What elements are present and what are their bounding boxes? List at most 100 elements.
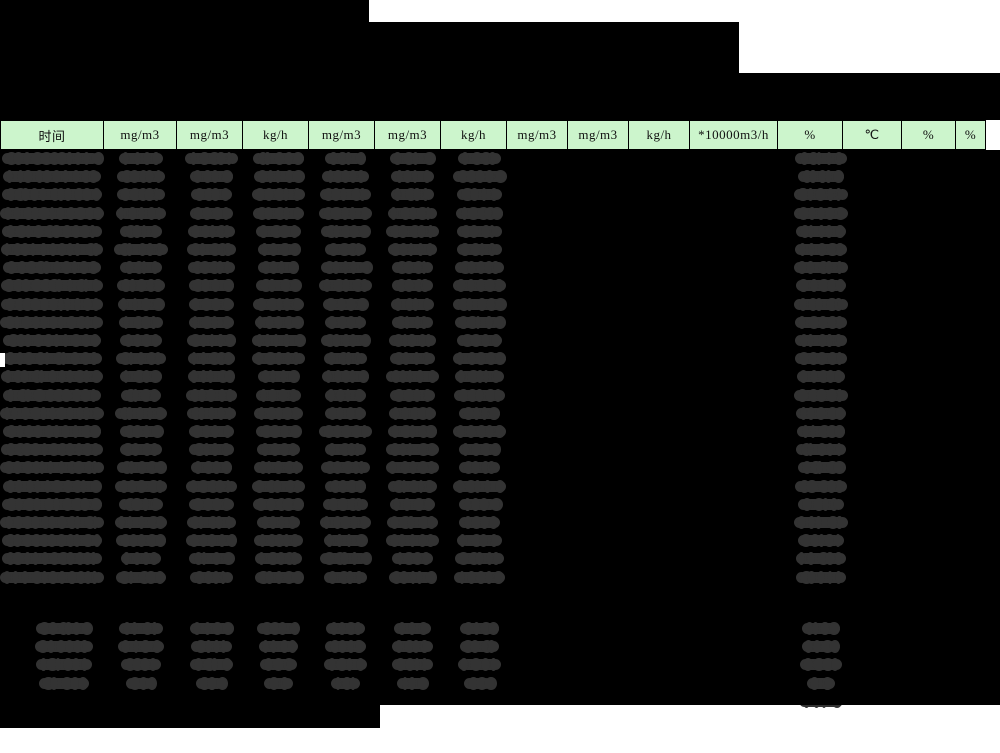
header-cell-6[interactable]: kg/h [440, 120, 507, 150]
header-cell-14[interactable]: % [955, 120, 986, 150]
redacted-value [115, 516, 167, 529]
redacted-value [456, 534, 502, 548]
table-row[interactable] [0, 423, 1000, 442]
table-row[interactable] [0, 387, 1000, 406]
table-row[interactable] [0, 150, 1000, 169]
summary-row[interactable] [0, 656, 1000, 675]
redacted-value [456, 224, 503, 238]
redacted-value [188, 425, 235, 438]
redacted-value [330, 676, 360, 690]
redacted-value [256, 425, 303, 438]
redacted-value [322, 297, 369, 311]
redacted-value [385, 461, 440, 475]
table-row[interactable] [0, 532, 1000, 551]
table-row[interactable] [0, 496, 1000, 515]
redacted-value [190, 188, 233, 202]
redacted-value [0, 406, 104, 420]
redacted-value [319, 425, 372, 438]
table-row[interactable] [0, 405, 1000, 424]
redacted-value [187, 261, 235, 275]
redacted-value [189, 443, 235, 457]
header-cell-0[interactable]: 时间 [0, 120, 104, 150]
redacted-value [254, 315, 304, 329]
redacted-value [186, 334, 236, 347]
redacted-value [264, 676, 294, 690]
redacted-value [115, 534, 166, 548]
redacted-value [391, 279, 434, 293]
redacted-value [35, 622, 93, 635]
redacted-value [120, 334, 162, 347]
redacted-value [1, 497, 103, 511]
table-row[interactable] [0, 550, 1000, 569]
redacted-value [195, 676, 228, 690]
redacted-value [325, 243, 366, 256]
table-row[interactable] [0, 259, 1000, 278]
redacted-value [794, 516, 848, 529]
redacted-value [252, 497, 305, 511]
summary-row[interactable] [0, 638, 1000, 657]
redacted-value [1, 224, 103, 238]
table-row[interactable] [0, 332, 1000, 351]
header-cell-1[interactable]: mg/m3 [103, 120, 177, 150]
redacted-value [119, 622, 163, 635]
redacted-value [457, 658, 502, 672]
redacted-value [454, 552, 505, 566]
redacted-value [2, 425, 102, 438]
redacted-value [320, 224, 371, 238]
header-cell-4[interactable]: mg/m3 [308, 120, 375, 150]
summary-row[interactable] [0, 620, 1000, 639]
redaction-mask-bottom-left [0, 695, 208, 727]
table-row[interactable] [0, 223, 1000, 242]
redacted-value [794, 297, 848, 311]
redacted-value [118, 640, 164, 654]
table-row[interactable] [0, 514, 1000, 533]
redacted-value [457, 243, 503, 256]
redacted-value [119, 224, 163, 238]
header-cell-8[interactable]: mg/m3 [567, 120, 629, 150]
redacted-value [188, 497, 235, 511]
redacted-value [388, 406, 437, 420]
redacted-value [2, 388, 102, 402]
header-cell-5[interactable]: mg/m3 [374, 120, 441, 150]
redacted-value [324, 352, 367, 366]
table-row[interactable] [0, 296, 1000, 315]
redacted-value [0, 243, 104, 256]
header-cell-9[interactable]: kg/h [628, 120, 690, 150]
table-row[interactable] [0, 478, 1000, 497]
header-cell-11[interactable]: % [777, 120, 843, 150]
redacted-value [455, 315, 507, 329]
redacted-value [0, 516, 105, 529]
redacted-value [116, 570, 166, 584]
header-cell-13[interactable]: % [901, 120, 956, 150]
redacted-value [319, 188, 371, 202]
table-row[interactable] [0, 314, 1000, 333]
table-row[interactable] [0, 241, 1000, 260]
redacted-value [190, 170, 234, 184]
table-row[interactable] [0, 205, 1000, 224]
redacted-value [797, 534, 844, 548]
header-cell-7[interactable]: mg/m3 [506, 120, 568, 150]
table-row[interactable] [0, 569, 1000, 588]
table-row[interactable] [0, 441, 1000, 460]
table-row[interactable] [0, 459, 1000, 478]
redacted-value [796, 370, 846, 384]
table-row[interactable] [0, 186, 1000, 205]
header-cell-12[interactable]: ℃ [842, 120, 902, 150]
header-cell-2[interactable]: mg/m3 [176, 120, 243, 150]
redacted-value [807, 676, 835, 690]
redacted-value [456, 334, 503, 347]
table-row[interactable] [0, 277, 1000, 296]
redacted-value [259, 658, 298, 672]
table-row[interactable] [0, 168, 1000, 187]
redacted-value [186, 516, 237, 529]
redacted-value [1, 552, 102, 566]
header-cell-3[interactable]: kg/h [242, 120, 309, 150]
header-cell-10[interactable]: *10000m3/h [689, 120, 778, 150]
redacted-value [795, 243, 847, 256]
redacted-value [392, 315, 433, 329]
table-row[interactable] [0, 350, 1000, 369]
redacted-value [2, 334, 101, 347]
redacted-value [794, 188, 848, 202]
summary-row[interactable] [0, 675, 1000, 694]
table-row[interactable] [0, 368, 1000, 387]
